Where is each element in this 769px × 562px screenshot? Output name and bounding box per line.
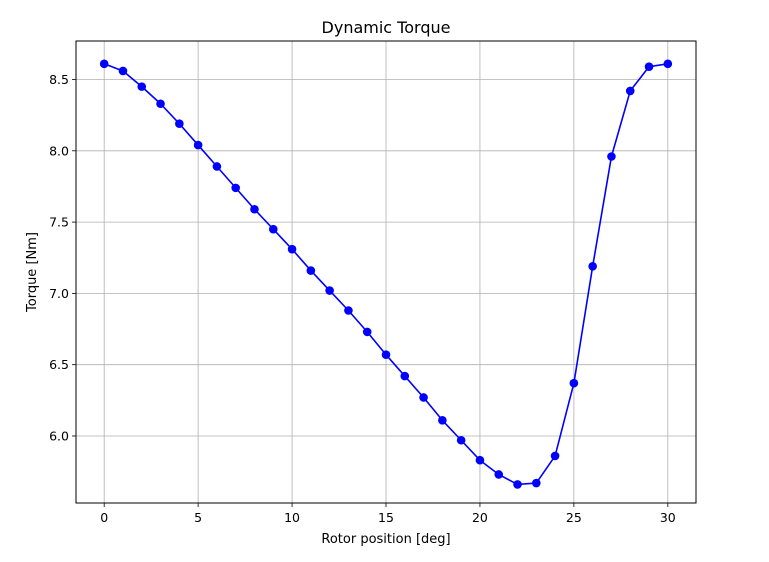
data-point	[475, 455, 485, 465]
y-tick-label: 7.5	[49, 215, 69, 230]
x-tick-label: 5	[194, 510, 202, 525]
x-axis-label: Rotor position [deg]	[321, 532, 450, 547]
x-tick-label: 20	[472, 510, 488, 525]
y-tick-label: 7.0	[49, 286, 69, 301]
data-point	[193, 140, 203, 150]
y-tick-label: 8.5	[49, 72, 69, 87]
x-tick-label: 15	[378, 510, 394, 525]
data-point	[588, 261, 597, 271]
x-tick-label: 0	[100, 510, 108, 525]
grid-lines	[76, 41, 696, 503]
data-point	[625, 86, 635, 96]
y-axis-label: Torque [Nm]	[25, 232, 40, 313]
data-point	[250, 204, 259, 214]
data-point	[400, 371, 410, 381]
data-point	[381, 350, 391, 360]
data-point	[306, 266, 316, 275]
data-point	[607, 152, 616, 161]
y-axis-ticks: 6.0 6.5 7.0 7.5 8.0 8.5	[49, 72, 76, 443]
data-point	[118, 66, 128, 76]
chart-title: Dynamic Torque	[322, 18, 451, 37]
data-point	[99, 59, 109, 69]
data-point	[569, 378, 579, 388]
data-point	[456, 435, 466, 445]
x-tick-label: 10	[284, 510, 300, 525]
data-point	[550, 451, 560, 461]
x-axis-ticks: 0 5 10 15 20 25 30	[100, 503, 676, 525]
data-point	[231, 183, 240, 193]
data-point	[268, 224, 278, 234]
data-point	[644, 62, 654, 71]
x-tick-label: 25	[566, 510, 582, 525]
data-point	[325, 286, 334, 295]
data-point	[175, 119, 184, 129]
data-point	[494, 470, 504, 479]
y-tick-label: 8.0	[49, 143, 69, 158]
data-point	[362, 327, 372, 337]
series-layer	[99, 59, 673, 489]
y-tick-label: 6.5	[49, 357, 69, 372]
data-point	[156, 99, 165, 109]
data-point	[663, 59, 673, 69]
data-point	[137, 82, 147, 91]
data-point	[532, 478, 541, 488]
data-point	[212, 162, 222, 171]
data-point	[438, 415, 447, 425]
x-tick-label: 30	[660, 510, 676, 525]
data-point	[344, 306, 353, 315]
data-point	[419, 393, 428, 402]
y-tick-label: 6.0	[49, 428, 69, 443]
data-point	[287, 244, 297, 254]
data-point	[513, 480, 522, 489]
